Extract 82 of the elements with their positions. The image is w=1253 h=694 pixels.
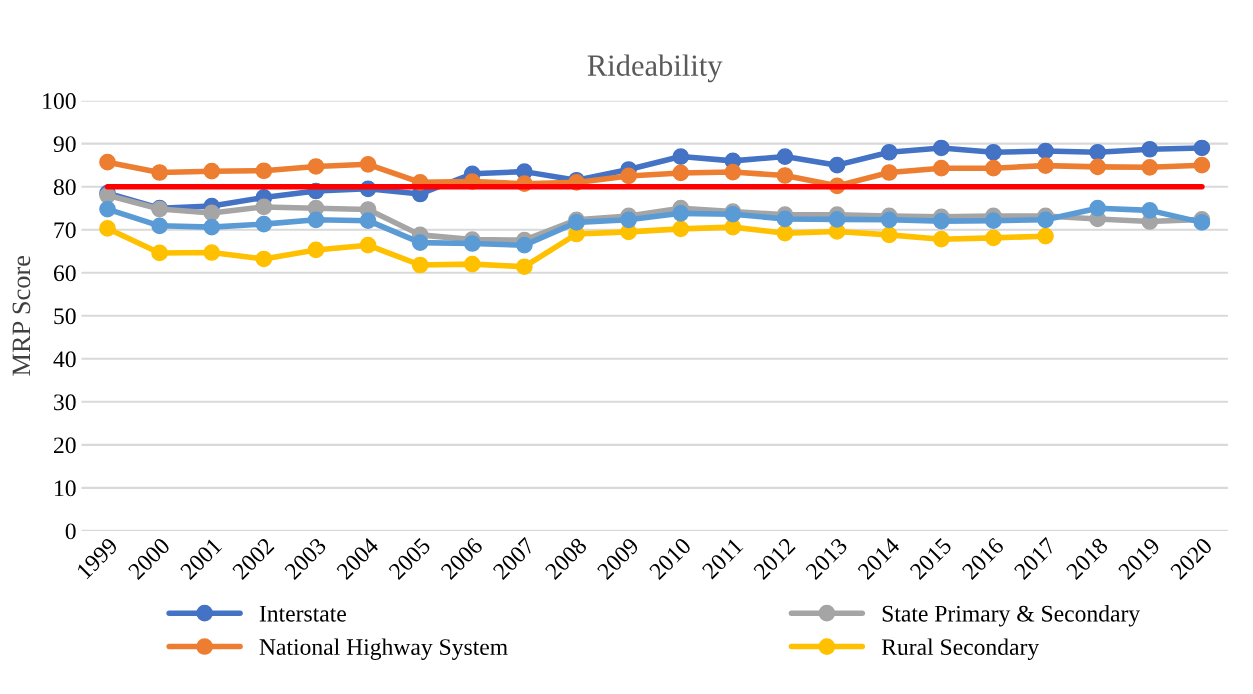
x-tick-label: 1999 <box>76 536 119 580</box>
point <box>99 153 116 171</box>
point <box>151 244 168 262</box>
y-tick-label: 90 <box>53 136 76 153</box>
point <box>776 167 794 184</box>
legend-label: Rural Secondary <box>881 638 1040 660</box>
y-tick-label: 30 <box>54 394 76 411</box>
point <box>516 258 533 276</box>
point <box>1141 140 1159 158</box>
point <box>411 234 429 251</box>
point <box>672 220 690 238</box>
point <box>307 158 325 175</box>
point <box>1089 158 1106 176</box>
point <box>672 164 690 182</box>
point <box>1141 158 1159 176</box>
x-tick-label: 2001 <box>179 537 223 581</box>
y-axis-title: MRP Score <box>12 255 31 376</box>
point <box>932 139 950 157</box>
y-tick-label: 70 <box>54 222 76 239</box>
point <box>724 163 742 181</box>
point <box>776 210 794 228</box>
point <box>880 143 898 161</box>
y-tick-label: 100 <box>43 93 76 110</box>
point <box>203 162 221 180</box>
point <box>463 255 481 273</box>
point <box>1089 199 1106 217</box>
point <box>1037 157 1054 174</box>
y-tick-label: 0 <box>65 523 76 540</box>
point <box>985 159 1002 177</box>
point <box>516 236 533 254</box>
point <box>985 229 1002 247</box>
y-tick-label: 80 <box>53 179 76 196</box>
legend-label: State Primary & Secondary <box>882 605 1141 627</box>
point <box>672 205 690 222</box>
y-tick-label: 10 <box>55 480 76 497</box>
point <box>880 226 898 244</box>
point <box>255 215 273 233</box>
point <box>985 212 1002 230</box>
point <box>359 236 377 254</box>
point <box>672 148 690 165</box>
point <box>828 211 846 228</box>
point <box>985 143 1002 161</box>
point <box>255 162 273 180</box>
point <box>411 256 429 274</box>
y-tick-label: 50 <box>54 308 76 325</box>
point <box>1089 143 1106 161</box>
point <box>932 159 950 177</box>
point <box>359 155 377 173</box>
point <box>880 164 898 181</box>
point <box>255 198 273 216</box>
y-tick-label: 20 <box>54 437 76 454</box>
point <box>307 241 325 259</box>
point <box>776 148 794 165</box>
y-tick-label: 40 <box>53 351 76 368</box>
point <box>932 212 950 230</box>
point <box>776 224 794 242</box>
point <box>620 211 637 229</box>
point <box>1193 156 1211 174</box>
point <box>880 211 898 229</box>
point <box>463 235 481 252</box>
point <box>151 217 168 235</box>
legend-label: Interstate <box>259 605 346 622</box>
point <box>307 211 325 229</box>
point <box>203 244 221 261</box>
y-tick-label: 60 <box>53 265 76 282</box>
point <box>828 156 846 174</box>
point <box>932 230 950 248</box>
point <box>359 212 377 230</box>
point <box>1141 202 1159 219</box>
legend-label: National Highway System <box>259 638 508 660</box>
point <box>1037 142 1054 160</box>
point <box>99 200 116 218</box>
point <box>99 220 116 237</box>
point <box>1037 227 1054 245</box>
point <box>203 204 221 222</box>
point <box>620 167 637 185</box>
chart-title: Rideability <box>587 54 723 83</box>
point <box>1037 211 1054 229</box>
point <box>203 218 221 236</box>
point <box>255 250 273 268</box>
point <box>1193 139 1211 157</box>
point <box>151 164 168 181</box>
